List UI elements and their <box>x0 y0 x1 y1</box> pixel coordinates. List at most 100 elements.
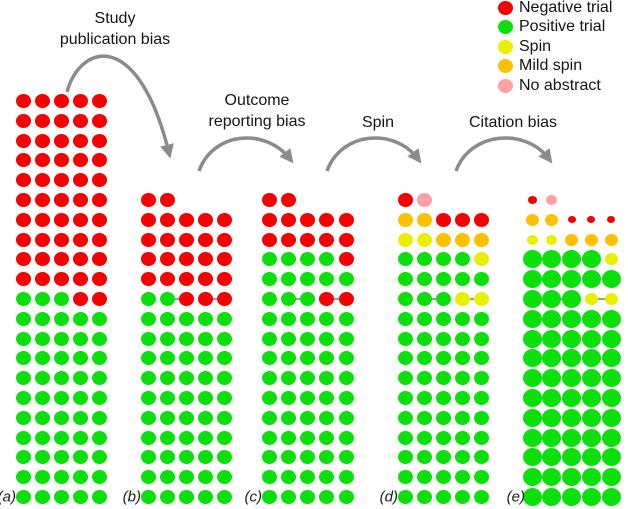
trial-dot-e <box>562 250 582 269</box>
trial-dot-d <box>435 212 451 227</box>
trial-dot-a <box>15 193 31 207</box>
arrow-outcome-reporting-bias <box>197 136 294 172</box>
trial-dot-a <box>73 252 89 267</box>
trial-dot-a <box>92 331 108 346</box>
trial-dot-a <box>92 173 108 188</box>
trial-dot-a <box>92 391 108 405</box>
trial-dot-c <box>261 272 277 287</box>
trial-dot-d <box>474 212 490 227</box>
trial-dot-b <box>217 311 233 326</box>
trial-dot-c <box>280 232 296 247</box>
legend-item-negative-trial: Negative trial <box>498 0 612 16</box>
trial-dot-b <box>217 212 233 227</box>
trial-dot-a <box>34 292 50 306</box>
trial-dot-e <box>542 369 562 388</box>
trial-dot-e <box>525 213 539 226</box>
trial-dot-c <box>280 371 296 386</box>
trial-dot-e <box>562 428 582 447</box>
trial-dot-e <box>522 270 542 289</box>
trial-dot-b <box>198 470 214 485</box>
trial-dot-c <box>261 331 277 346</box>
trial-dot-e <box>562 488 582 506</box>
trial-dot-b <box>198 331 214 346</box>
legend: Negative trial Positive trial Spin Mild … <box>498 0 612 94</box>
trial-dot-b <box>217 272 233 287</box>
trial-dot-b <box>140 331 156 346</box>
trial-dot-c <box>261 490 277 504</box>
trial-dot-c <box>300 351 316 366</box>
trial-dot-d <box>416 470 432 485</box>
trial-dot-c <box>300 371 316 386</box>
trial-dot-a <box>15 371 31 386</box>
legend-item-positive-trial: Positive trial <box>498 18 612 35</box>
trial-dot-c <box>261 212 277 227</box>
arrow-citation-bias <box>454 136 553 172</box>
trial-dot-b <box>198 490 214 504</box>
arrow-label-outcome-reporting-bias: Outcome reporting bias <box>182 90 332 132</box>
trial-dot-a <box>15 450 31 465</box>
trial-dot-c <box>338 410 354 425</box>
trial-dot-e <box>542 290 562 308</box>
trial-dot-c <box>280 470 296 485</box>
trial-dot-c <box>338 391 354 405</box>
trial-dot-e <box>562 369 582 388</box>
legend-label: No abstract <box>519 76 601 94</box>
trial-dot-b <box>159 470 175 485</box>
trial-dot-e <box>601 270 621 289</box>
trial-dot-d <box>474 490 490 504</box>
trial-dot-d <box>455 371 471 386</box>
trial-dot-e <box>581 448 601 467</box>
trial-dot-e <box>581 468 601 487</box>
trial-dot-e <box>601 408 621 427</box>
duplicate-link-line <box>591 298 612 300</box>
trial-dot-a <box>92 292 108 306</box>
trial-dot-c <box>280 311 296 326</box>
trial-dot-c <box>300 292 316 306</box>
trial-dot-c <box>300 252 316 267</box>
trial-dot-a <box>73 193 89 207</box>
trial-dot-d <box>397 470 413 485</box>
trial-dot-c <box>319 331 335 346</box>
trial-dot-e <box>527 196 537 204</box>
trial-dot-d <box>455 272 471 287</box>
trial-dot-d <box>416 193 432 207</box>
trial-dot-e <box>522 309 542 328</box>
trial-dot-b <box>178 391 194 405</box>
trial-dot-b <box>217 252 233 267</box>
trial-dot-c <box>280 292 296 306</box>
trial-dot-c <box>261 470 277 485</box>
trial-dot-a <box>73 331 89 346</box>
trial-dot-a <box>15 173 31 188</box>
trial-dot-c <box>261 232 277 247</box>
trial-dot-b <box>159 232 175 247</box>
trial-dot-b <box>178 470 194 485</box>
trial-dot-e <box>546 195 558 205</box>
trial-dot-c <box>338 490 354 504</box>
trial-dot-a <box>34 133 50 148</box>
trial-dot-c <box>280 430 296 445</box>
trial-dot-e <box>542 488 562 506</box>
trial-dot-d <box>435 490 451 504</box>
trial-dot-d <box>397 351 413 366</box>
trial-dot-e <box>581 408 601 427</box>
trial-dot-a <box>92 94 108 108</box>
trial-dot-a <box>73 311 89 326</box>
trial-dot-a <box>53 232 69 247</box>
trial-dot-d <box>435 470 451 485</box>
trial-dot-d <box>435 410 451 425</box>
trial-dot-c <box>280 490 296 504</box>
trial-dot-d <box>455 331 471 346</box>
trial-dot-b <box>159 292 175 306</box>
trial-dot-e <box>562 389 582 407</box>
trial-dot-b <box>198 391 214 405</box>
trial-dot-e <box>601 468 621 487</box>
trial-dot-e <box>581 428 601 447</box>
trial-dot-c <box>319 272 335 287</box>
trial-dot-e <box>522 389 542 407</box>
trial-dot-a <box>92 450 108 465</box>
trial-dot-c <box>300 232 316 247</box>
trial-dot-a <box>34 193 50 207</box>
trial-dot-a <box>15 430 31 445</box>
trial-dot-b <box>198 410 214 425</box>
trial-dot-c <box>338 470 354 485</box>
